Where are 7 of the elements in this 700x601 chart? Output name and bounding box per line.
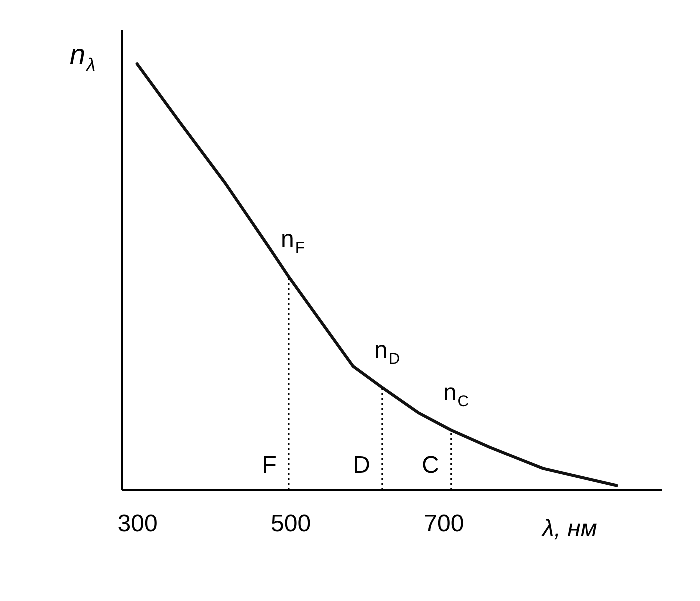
x-tick-label: 300 [118, 510, 158, 538]
ref-line-label: C [422, 452, 440, 479]
ref-line-label: F [262, 452, 277, 479]
x-tick-label: 700 [424, 510, 464, 538]
x-axis-title: λ, нм [540, 516, 598, 542]
ref-line-label: D [353, 452, 370, 479]
x-tick-label: 500 [270, 510, 312, 538]
